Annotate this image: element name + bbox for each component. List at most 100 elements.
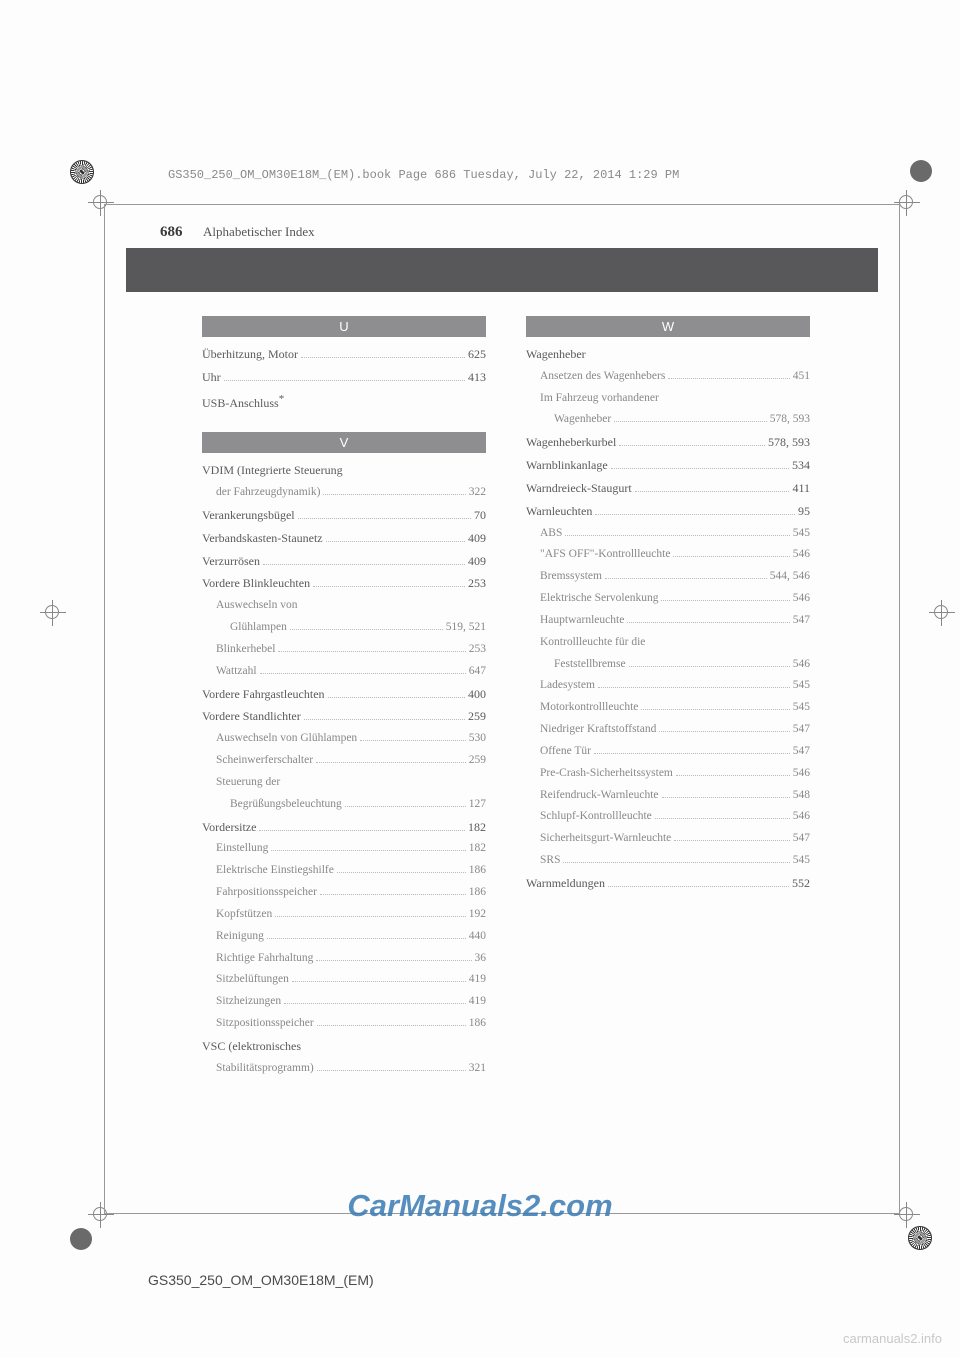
star-icon: * (279, 393, 285, 405)
entry-label: Sitzbelüftungen (216, 969, 289, 991)
index-entry: Wattzahl647 (202, 661, 486, 683)
entry-label: der Fahrzeugdynamik) (216, 482, 320, 504)
entry-label: Sitzpositionsspeicher (216, 1013, 314, 1035)
entry-page: 409 (468, 550, 486, 573)
index-entry: Steuerung der (202, 772, 486, 794)
footer-code: GS350_250_OM_OM30E18M_(EM) (148, 1272, 374, 1288)
entry-page: 547 (793, 610, 810, 632)
leader-dots (317, 1025, 466, 1026)
leader-dots (655, 818, 790, 819)
index-entry: Warnmeldungen552 (526, 872, 810, 895)
entry-label: Vordere Blinkleuchten (202, 572, 310, 595)
entry-page: 546 (793, 806, 810, 828)
entry-label: Verbandskasten-Staunetz (202, 527, 323, 550)
entry-page: 552 (792, 872, 810, 895)
leader-dots (224, 380, 465, 381)
entry-label: Stabilitätsprogramm) (216, 1058, 314, 1080)
entry-page: 547 (793, 741, 810, 763)
entry-label: Vordere Fahrgastleuchten (202, 683, 325, 706)
leader-dots (320, 894, 466, 895)
entry-page: 545 (793, 850, 810, 872)
leader-dots (298, 518, 471, 519)
leader-dots (673, 556, 789, 557)
header-title: Alphabetischer Index (203, 224, 315, 239)
index-entry: Wagenheberkurbel578, 593 (526, 431, 810, 454)
entry-page: 36 (475, 948, 487, 970)
entry-label: Ansetzen des Wagenhebers (540, 366, 665, 388)
book-header: GS350_250_OM_OM30E18M_(EM).book Page 686… (168, 168, 679, 182)
leader-dots (275, 916, 466, 917)
index-entry: Ansetzen des Wagenhebers451 (526, 366, 810, 388)
entry-label: ABS (540, 523, 562, 545)
index-entry: Begrüßungsbeleuchtung127 (202, 794, 486, 816)
index-entry: Vordere Standlichter259 (202, 705, 486, 728)
entry-page: 625 (468, 343, 486, 366)
column-right: WWagenheberAnsetzen des Wagenhebers451Im… (526, 316, 810, 1080)
leader-dots (260, 673, 466, 674)
entry-label: USB-Anschluss* (202, 389, 284, 415)
entry-label: Elektrische Einstiegshilfe (216, 860, 334, 882)
index-entry: Verbandskasten-Staunetz 409 (202, 527, 486, 550)
leader-dots (267, 938, 466, 939)
entry-label: Auswechseln von Glühlampen (216, 728, 357, 750)
entry-label: Motorkontrollleuchte (540, 697, 638, 719)
leader-dots (316, 960, 471, 961)
entry-page: 547 (793, 828, 810, 850)
registration-rosette-br (908, 1226, 932, 1250)
frame-line (104, 204, 900, 205)
entry-label: Vordere Standlichter (202, 705, 301, 728)
index-entry: Ladesystem545 (526, 675, 810, 697)
entry-label: Warnleuchten (526, 500, 592, 523)
index-entry: Scheinwerferschalter259 (202, 750, 486, 772)
column-left: UÜberhitzung, Motor625Uhr413USB-Anschlus… (202, 316, 486, 1080)
entry-label: Kopfstützen (216, 904, 272, 926)
index-entry: Uhr413 (202, 366, 486, 389)
index-entry: USB-Anschluss* (202, 389, 486, 415)
entry-page: 186 (469, 860, 486, 882)
entry-page: 186 (469, 1013, 486, 1035)
index-entry: Auswechseln von Glühlampen 530 (202, 728, 486, 750)
entry-label: Reinigung (216, 926, 264, 948)
entry-label: Warnblinkanlage (526, 454, 608, 477)
index-entry: Verankerungsbügel70 (202, 504, 486, 527)
leader-dots (676, 775, 790, 776)
index-entry: Vordere Fahrgastleuchten400 (202, 683, 486, 706)
index-entry: Schlupf-Kontrollleuchte 546 (526, 806, 810, 828)
index-entry: SRS545 (526, 850, 810, 872)
index-entry: Wagenheber578, 593 (526, 409, 810, 431)
crop-mark-icon (929, 600, 955, 626)
index-columns: UÜberhitzung, Motor625Uhr413USB-Anschlus… (202, 316, 810, 1080)
entry-label: Schlupf-Kontrollleuchte (540, 806, 652, 828)
entry-page: 578, 593 (768, 431, 810, 454)
entry-page: 182 (469, 838, 486, 860)
index-entry: Pre-Crash-Sicherheitssystem546 (526, 763, 810, 785)
crop-mark-icon (88, 190, 114, 216)
entry-label: Hauptwarnleuchte (540, 610, 624, 632)
entry-page: 259 (469, 750, 486, 772)
entry-label: Begrüßungsbeleuchtung (230, 794, 342, 816)
index-entry: Verzurrösen409 (202, 550, 486, 573)
entry-label: Vordersitze (202, 816, 256, 839)
page-number: 686 (160, 224, 183, 240)
index-entry: Kontrollleuchte für die (526, 632, 810, 654)
index-entry: VDIM (Integrierte Steuerung (202, 459, 486, 482)
leader-dots (608, 886, 789, 887)
leader-dots (292, 981, 466, 982)
entry-page: 70 (474, 504, 486, 527)
entry-label: Ladesystem (540, 675, 595, 697)
entry-page: 530 (469, 728, 486, 750)
leader-dots (659, 731, 789, 732)
registration-rosette-tl (70, 160, 94, 184)
entry-page: 546 (793, 763, 810, 785)
entry-label: Richtige Fahrhaltung (216, 948, 313, 970)
leader-dots (641, 709, 789, 710)
entry-page: 253 (469, 639, 486, 661)
entry-page: 409 (468, 527, 486, 550)
entry-label: Bremssystem (540, 566, 602, 588)
entry-label: Elektrische Servolenkung (540, 588, 658, 610)
entry-label: Fahrpositionsspeicher (216, 882, 317, 904)
leader-dots (661, 600, 789, 601)
leader-dots (313, 586, 465, 587)
entry-label: Wattzahl (216, 661, 257, 683)
entry-label: Auswechseln von (216, 595, 297, 617)
